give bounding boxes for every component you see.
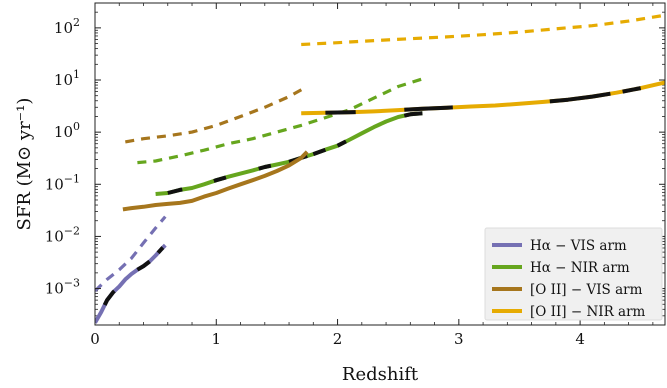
y-tick-label: 100	[54, 120, 80, 141]
legend-label-1: Hα − VIS arm	[530, 238, 627, 254]
legend-label-4: [O II] − NIR arm	[530, 304, 646, 320]
series-2-dashed-line	[137, 77, 423, 165]
y-tick-label: 10−3	[45, 277, 80, 298]
y-tick-label: 101	[54, 68, 80, 89]
series-2-detection-segment	[403, 111, 423, 118]
y-tick-label: 10−2	[45, 224, 80, 245]
series-1-dashed-line	[95, 215, 167, 293]
legend-box	[484, 227, 663, 321]
series-layer	[95, 13, 665, 324]
series-4-detection-segment	[325, 110, 356, 115]
y-tick-label: 10−1	[45, 172, 80, 193]
x-axis: 0 1 2 3 4	[90, 3, 585, 348]
series-1-detection-segment	[136, 259, 151, 272]
y-tick-label: 102	[54, 16, 80, 37]
plot-frame	[94, 2, 666, 326]
series-2-detection-segment	[312, 147, 327, 156]
series-2-detection-segment	[167, 187, 183, 195]
series-2-detection-segment	[336, 139, 347, 148]
series-2-detection-segment	[258, 163, 272, 171]
legend: Hα − VIS arm Hα − NIR arm [O II] − VIS arm…	[484, 227, 663, 321]
y-axis-title: SFR (M⊙ yr⁻¹)	[14, 98, 35, 231]
series-4-detection-segment	[404, 105, 453, 112]
y-axis: 10−3 10−2 10−1 100 101 102	[45, 16, 665, 298]
x-tick-label: 4	[575, 330, 585, 348]
series-4-detection-segment	[549, 91, 611, 104]
series-3-dashed-line	[125, 85, 308, 144]
x-tick-label: 3	[454, 330, 464, 348]
legend-label-2: Hα − NIR arm	[530, 260, 630, 276]
x-tick-label: 1	[212, 330, 222, 348]
series-4-dashed-line	[301, 13, 665, 47]
series-2-detection-segment	[213, 175, 227, 183]
series-1-detection-segment	[102, 289, 116, 306]
x-axis-title: Redshift	[342, 364, 419, 385]
legend-label-3: [O II] − VIS arm	[530, 282, 643, 298]
series-1-detection-segment	[156, 246, 165, 255]
x-tick-label: 0	[90, 330, 100, 348]
series-4-detection-segment	[622, 86, 642, 94]
series-3-solid-line	[122, 150, 309, 212]
x-tick-label: 2	[333, 330, 343, 348]
